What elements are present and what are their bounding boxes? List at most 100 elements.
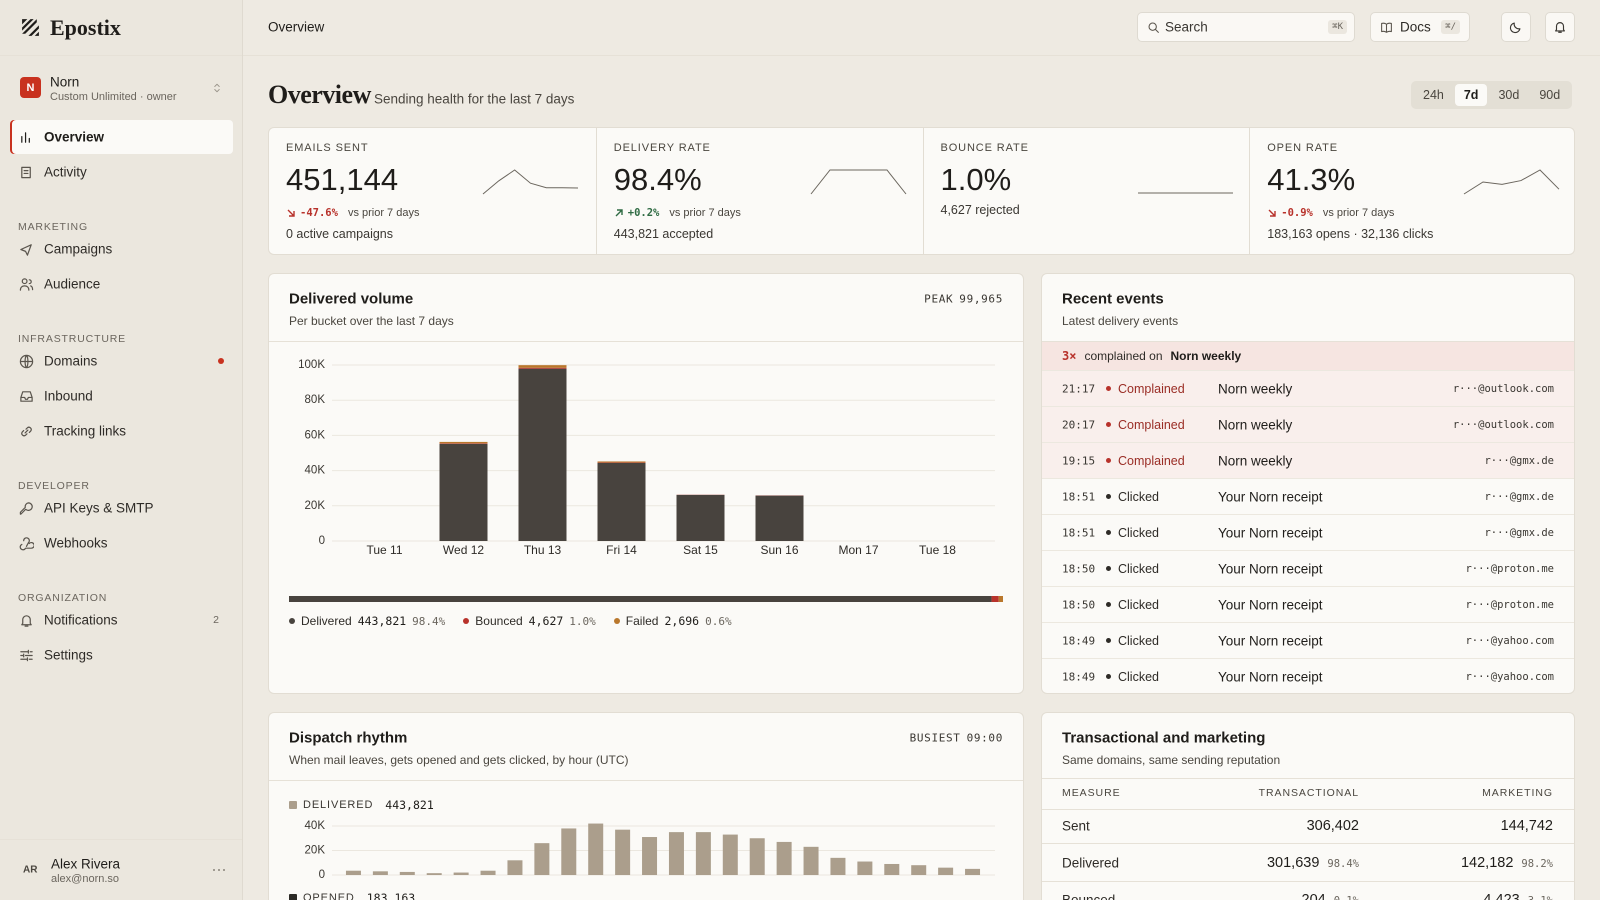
event-row[interactable]: 18:51 Clicked Your Norn receipt r···@gmx.de — [1042, 514, 1574, 550]
kpi-label: DELIVERY RATE — [613, 142, 711, 154]
event-subject: Norn weekly — [1218, 417, 1293, 433]
nav-alert-dot — [218, 358, 224, 364]
bar-segment — [518, 365, 567, 368]
docs-icon — [1381, 22, 1392, 33]
row-measure: Delivered — [1062, 855, 1120, 871]
cell-rate: 98.2% — [1521, 858, 1553, 870]
nav-icon — [19, 278, 34, 291]
nav-item[interactable]: Campaigns — [10, 232, 233, 266]
volume-chart: 0 20K 40K 60K 80K 100K Tue 11 Wed 12 Thu 13 Fri 1… — [298, 359, 995, 557]
nav-item[interactable]: Activity — [10, 155, 233, 189]
legend-item: Delivered 443,821 98.4% — [289, 614, 445, 628]
kpi-card: BOUNCE RATE 1.0% 4,627 rejected — [922, 128, 1251, 254]
card-title: Recent events — [1062, 290, 1164, 308]
theme-toggle[interactable] — [1501, 12, 1531, 42]
event-recipient: r···@gmx.de — [1484, 527, 1554, 539]
nav-item[interactable]: Tracking links — [10, 414, 233, 448]
kpi-footnote: 4,627 rejected — [940, 203, 1020, 217]
kpi-card: OPEN RATE 41.3% -0.9% vs prior 7 days 183,16… — [1249, 128, 1574, 254]
cell-rate: 3.1% — [1528, 895, 1553, 900]
trend-arrow — [615, 209, 623, 217]
kpi-card: EMAILS SENT 451,144 -47.6% vs prior 7 days 0… — [269, 128, 596, 254]
bar — [857, 861, 873, 875]
brand-divider — [0, 55, 242, 56]
nav-icon — [21, 615, 32, 627]
event-subject: Your Norn receipt — [1218, 633, 1323, 649]
legend-total: 2,696 — [664, 614, 700, 628]
range-group: 24h 7d 30d 90d — [1411, 81, 1573, 109]
notifications-button[interactable] — [1545, 12, 1575, 42]
search-icon-path — [1148, 22, 1159, 33]
legend-swatch — [289, 801, 297, 809]
nav-item[interactable]: Settings — [10, 638, 233, 672]
event-status-dot — [1106, 458, 1111, 463]
nav-item[interactable]: Audience — [10, 267, 233, 301]
bar — [615, 829, 631, 875]
nav-icon — [20, 391, 33, 402]
legend: Delivered 443,821 98.4% Bounced 4,627 1.0% Fai… — [289, 614, 732, 628]
nav-item[interactable]: Inbound — [10, 379, 233, 413]
event-row[interactable]: 18:50 Clicked Your Norn receipt r···@proton… — [1042, 586, 1574, 622]
nav-item[interactable]: Overview — [10, 120, 233, 154]
event-status: Complained — [1118, 418, 1185, 432]
table-rule — [1042, 778, 1574, 779]
event-time: 18:49 — [1062, 670, 1096, 684]
event-row[interactable]: 21:17 Complained Norn weekly r···@outlook.c… — [1042, 370, 1574, 406]
nav-icon-path — [21, 615, 32, 627]
bar — [534, 843, 550, 875]
event-recipient: r···@gmx.de — [1484, 491, 1554, 503]
table-card: Transactional and marketing Same domains,… — [1041, 712, 1575, 900]
nav-item[interactable]: Notifications 2 — [10, 603, 233, 637]
trend-arrow — [287, 209, 295, 217]
range-option[interactable]: 30d — [1498, 88, 1520, 102]
kpi-delta-row: -47.6% vs prior 7 days — [286, 207, 419, 219]
nav-item[interactable]: Webhooks — [10, 526, 233, 560]
cell: 301,639 98.4% — [1267, 855, 1359, 871]
bar-segment — [676, 494, 725, 541]
event-row[interactable]: 18:50 Clicked Your Norn receipt r···@proton… — [1042, 550, 1574, 586]
bar — [749, 838, 765, 875]
workspace-plan: Custom Unlimited · owner — [50, 91, 177, 103]
bar — [938, 867, 954, 875]
event-status-dot — [1106, 674, 1111, 679]
event-row[interactable]: 19:15 Complained Norn weekly r···@gmx.de — [1042, 442, 1574, 478]
column-header: MARKETING — [1482, 787, 1553, 799]
event-row[interactable]: 18:51 Clicked Your Norn receipt r···@gmx.de — [1042, 478, 1574, 514]
bar — [965, 868, 981, 875]
search-box[interactable]: Search ⌘K — [1137, 12, 1355, 42]
cell-value: 306,402 — [1306, 818, 1359, 834]
event-time: 18:50 — [1062, 598, 1096, 612]
event-status-dot — [1106, 386, 1111, 391]
nav-section-label: ORGANIZATION — [18, 592, 108, 604]
docs-kbd: ⌘/ — [1441, 20, 1460, 34]
docs-button[interactable]: Docs ⌘/ — [1370, 12, 1470, 42]
peak: PEAK 99,965 — [924, 293, 1003, 306]
nav-icon-path — [20, 391, 33, 402]
range-option[interactable]: 90d — [1539, 88, 1561, 102]
nav-item[interactable]: Domains — [10, 344, 233, 378]
legend-name: DELIVERED — [303, 799, 374, 811]
event-row[interactable]: 20:17 Complained Norn weekly r···@outlook.c… — [1042, 406, 1574, 442]
kpi-footnote: 443,821 accepted — [613, 227, 714, 241]
event-time: 18:51 — [1062, 526, 1096, 540]
kpi-delta-note: vs prior 7 days — [347, 207, 420, 219]
alert-banner-text: 3× complained on Norn weekly — [1062, 349, 1241, 363]
nav-label: Audience — [44, 276, 101, 292]
kpi-delta-note: vs prior 7 days — [1322, 207, 1395, 219]
workspace-name: Norn — [50, 74, 80, 90]
event-status: Complained — [1118, 382, 1185, 396]
card-divider — [269, 341, 1023, 342]
nav-item[interactable]: API Keys & SMTP — [10, 491, 233, 525]
cell-value: 4,423 — [1483, 892, 1520, 900]
nav-label: Notifications — [44, 612, 118, 628]
event-subject: Norn weekly — [1218, 453, 1293, 469]
cell: 204 0.1% — [1302, 892, 1360, 900]
event-row[interactable]: 18:49 Clicked Your Norn receipt r···@yahoo.… — [1042, 622, 1574, 658]
event-row[interactable]: 18:49 Clicked Your Norn receipt r···@yahoo.… — [1042, 658, 1574, 693]
event-recipient: r···@proton.me — [1465, 599, 1554, 611]
event-time: 21:17 — [1062, 382, 1096, 396]
x-tick-label: Mon 17 — [838, 543, 878, 557]
range-option[interactable]: 24h — [1423, 88, 1444, 102]
y-tick-label: 0 — [319, 535, 325, 547]
range-option[interactable]: 7d — [1454, 84, 1488, 106]
